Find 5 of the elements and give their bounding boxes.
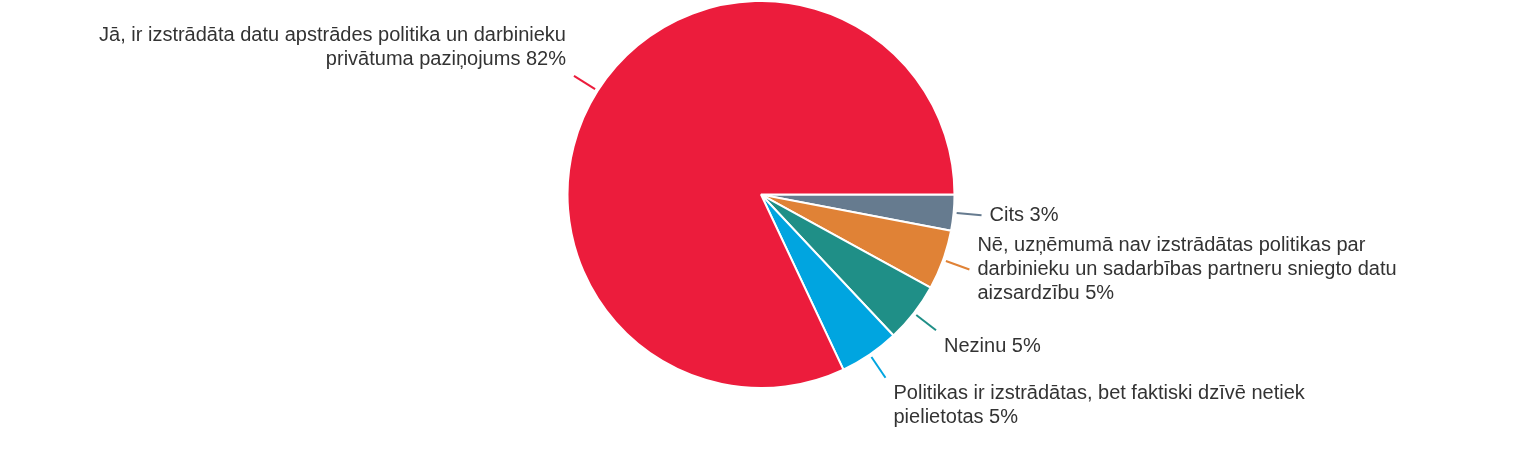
slice-label: Nezinu 5% <box>944 333 1041 356</box>
slice-label: Nē, uzņēmumā nav izstrādātas politikas par darbinieku un sadarbības partneru sniegto datu aizsardzību 5% <box>977 233 1397 304</box>
slice-label: Cits 3% <box>989 202 1059 225</box>
slice-label: Politikas ir izstrādātas, bet faktiski dzīvē netiek pielietotas 5% <box>893 381 1306 428</box>
slice-label: Jā, ir izstrādāta datu apstrādes politika un darbinieku privātuma paziņojums 82% <box>99 23 567 70</box>
